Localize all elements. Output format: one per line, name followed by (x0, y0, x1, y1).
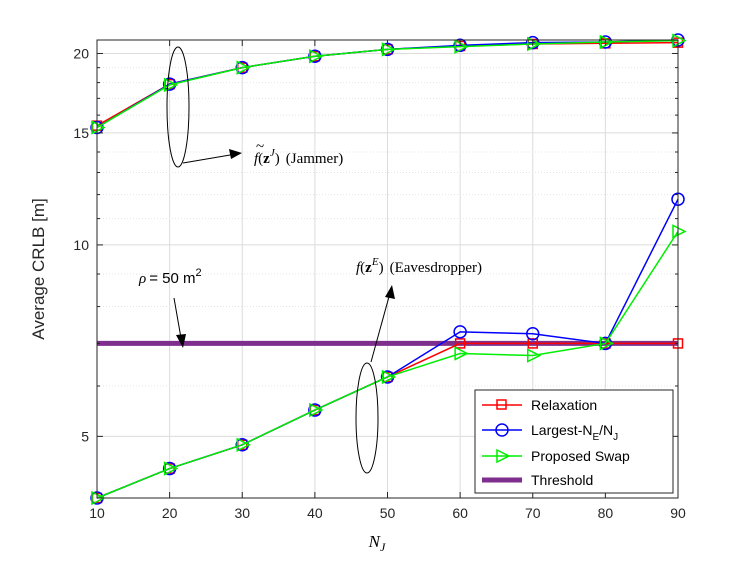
jammer-arrow (182, 153, 237, 164)
point-proposed-swap-jammer (236, 60, 251, 75)
legend-label-proposed-swap: Proposed Swap (531, 448, 630, 464)
point-relaxation-eavesdropper (527, 338, 538, 349)
point-proposed-swap-eavesdropper (163, 461, 179, 476)
point-proposed-swap-eavesdropper (454, 346, 469, 361)
y-tick-label: 20 (73, 45, 89, 61)
point-proposed-swap-jammer (672, 33, 687, 48)
legend-marker-square (496, 399, 507, 410)
eavesdropper-arrowhead (385, 285, 395, 299)
point-proposed-swap-eavesdropper (236, 437, 251, 452)
legend-item-threshold: Threshold (482, 472, 593, 488)
x-tick-label: 20 (162, 505, 178, 521)
legend-box (474, 389, 674, 494)
legend-marker-circle (495, 423, 509, 437)
y-tick-label: 5 (81, 428, 89, 444)
legend-item-largest: Largest-NE/NJ (482, 422, 618, 443)
series-line-proposed-swap-jammer (96, 39, 679, 129)
legend: Relaxation Largest-NE/NJ Proposed Swap T… (474, 389, 674, 494)
legend-item-proposed-swap: Proposed Swap (482, 448, 630, 464)
point-proposed-swap-jammer (309, 49, 324, 64)
x-tick-label: 80 (598, 505, 614, 521)
x-tick-label: 10 (89, 505, 105, 521)
point-relaxation-eavesdropper (454, 338, 466, 349)
rho-arrowhead (176, 334, 186, 348)
point-proposed-swap-eavesdropper (381, 369, 397, 385)
y-tick-label: 10 (73, 237, 89, 253)
legend-label-largest: Largest-NE/NJ (531, 422, 618, 443)
jammer-label: f(zJ) (Jammer) (254, 147, 343, 167)
point-proposed-swap-jammer (454, 39, 469, 54)
x-tick-label: 60 (452, 505, 468, 521)
legend-label-threshold: Threshold (531, 472, 593, 488)
point-proposed-swap-jammer (91, 120, 106, 135)
x-axis-title: NJ (368, 532, 386, 554)
x-tick-label: 40 (307, 505, 323, 521)
eavesdropper-label: f(zE) (Eavesdropper) (356, 256, 482, 276)
point-largest-n-e-n-j-eavesdropper (453, 325, 467, 339)
x-tick-label: 50 (380, 505, 396, 521)
legend-marker-triangle (496, 448, 511, 464)
point-proposed-swap-eavesdropper (672, 224, 687, 239)
point-largest-n-e-n-j-jammer (453, 38, 467, 53)
jammer-tilde: ~ (256, 139, 264, 155)
legend-item-relaxation: Relaxation (482, 397, 597, 413)
point-proposed-swap-eavesdropper (527, 348, 542, 363)
x-tick-label: 90 (670, 505, 686, 521)
legend-label-relaxation: Relaxation (531, 397, 597, 413)
point-proposed-swap-eavesdropper (599, 336, 615, 351)
point-largest-n-e-n-j-eavesdropper (526, 326, 540, 341)
point-proposed-swap-jammer (527, 36, 542, 52)
rho-annotation: ρ = 50 m2 (138, 267, 202, 348)
point-proposed-swap-jammer (599, 34, 615, 50)
point-proposed-swap-eavesdropper (91, 490, 106, 506)
rho-label: ρ = 50 m2 (138, 267, 202, 287)
jammer-arrowhead (229, 149, 242, 159)
rho-arrow (173, 297, 182, 339)
series-layer (90, 33, 687, 506)
x-tick-label: 70 (525, 505, 541, 521)
y-tick-label: 15 (73, 125, 89, 141)
x-tick-label: 30 (234, 505, 250, 521)
axis-ticks: 10 20 30 40 50 60 70 80 90 5 10 15 20 (73, 39, 686, 521)
eavesdropper-arrow (370, 292, 391, 363)
eavesdropper-ellipse (355, 362, 379, 474)
series-line-proposed-swap-eavesdropper (96, 231, 679, 499)
jammer-ellipse (166, 46, 190, 168)
point-proposed-swap-jammer (381, 42, 397, 57)
y-axis-title: Average CRLB [m] (29, 198, 48, 339)
point-proposed-swap-eavesdropper (309, 402, 324, 418)
eavesdropper-annotation: f(zE) (Eavesdropper) (355, 256, 482, 474)
jammer-annotation: f(zJ) (Jammer) ~ (166, 46, 343, 168)
point-proposed-swap-jammer (163, 77, 179, 93)
